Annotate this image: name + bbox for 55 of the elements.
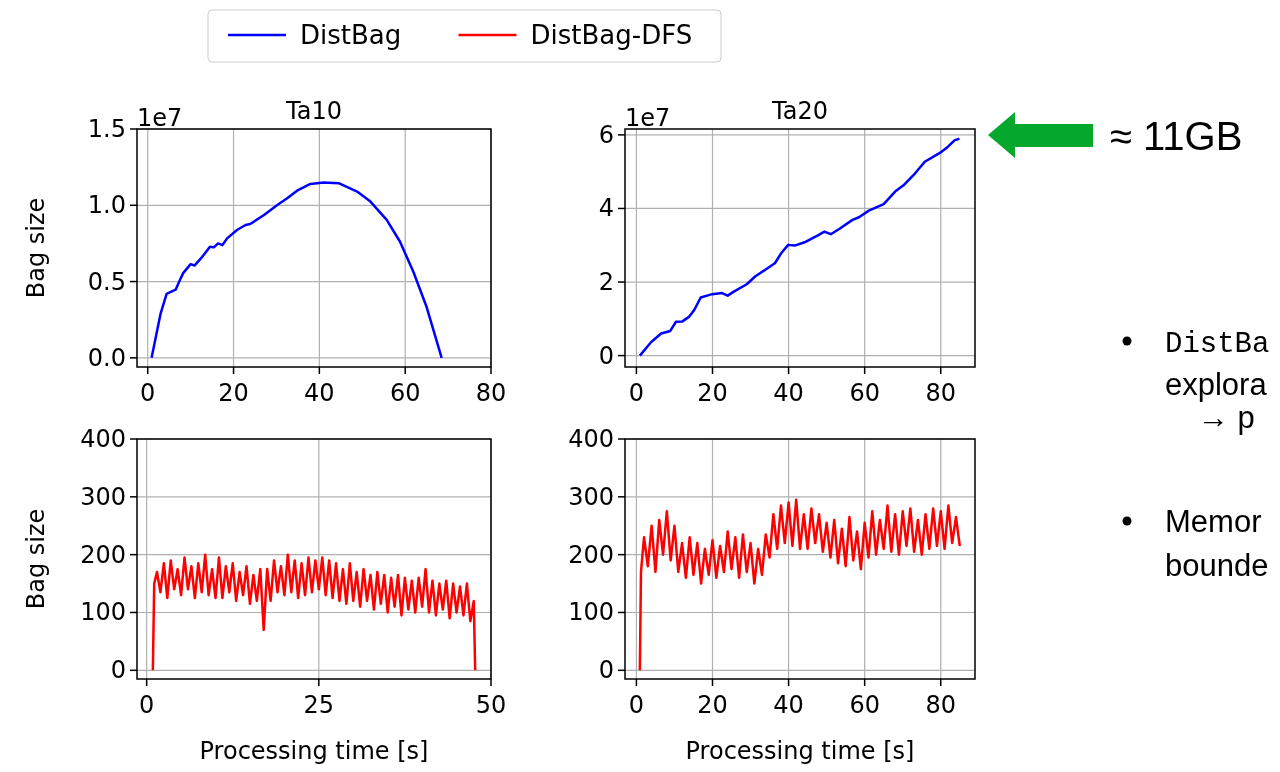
x-axis-title: Processing time [s] [685,737,915,765]
y-tick-label: 6 [598,120,614,149]
x-tick-label: 60 [849,691,880,719]
text: DistBa [1165,328,1270,361]
x-tick-label: 0 [628,691,645,719]
y-tick-label: 1.0 [87,191,126,220]
x-tick-label: 80 [475,379,507,407]
x-tick-label: 80 [925,379,957,407]
annotation: 1e7 [625,104,671,132]
line-series [150,181,443,360]
y-tick-label: 300 [568,482,614,511]
y-tick-label: 100 [568,598,614,627]
y-tick-label: 200 [568,540,614,569]
y-tick-label: 2 [598,268,614,297]
line-series [638,498,962,672]
x-tick-label: 0 [140,379,156,407]
x-tick-label: 40 [773,691,804,719]
y-tick-label: 200 [80,540,126,569]
x-tick-label: 80 [925,691,957,719]
y-tick-label: 0 [110,656,126,685]
chart-title: Ta10 [285,97,342,125]
x-tick-label: 40 [773,379,804,407]
y-tick-label: 0 [598,656,614,685]
text: Memor [1165,504,1262,539]
y-tick-label: 4 [598,194,614,223]
y-tick-label: 400 [568,425,614,453]
y-axis-title: Bag size [22,508,50,610]
line-series [151,553,477,672]
annotation: 1e7 [137,104,183,132]
x-tick-label: 20 [697,691,728,719]
x-tick-label: 40 [304,379,335,407]
y-tick-label: 0.0 [87,343,126,372]
line-series [638,137,961,357]
y-tick-label: 300 [80,482,126,511]
x-tick-label: 25 [303,691,335,719]
x-tick-label: 50 [475,691,507,719]
x-axis-title: Processing time [s] [199,737,429,765]
text: ≈ 11GB [1110,114,1243,158]
y-tick-label: 100 [80,598,126,627]
x-tick-label: 0 [628,379,645,407]
x-tick-label: 20 [697,379,728,407]
y-tick-label: 400 [80,425,126,453]
text: bounde [1165,548,1269,583]
x-tick-label: 60 [389,379,421,407]
legend-label: DistBag [300,20,402,50]
x-tick-label: 20 [218,379,249,407]
x-tick-label: 0 [139,691,155,719]
y-tick-label: 0.5 [87,267,126,296]
text: explora [1165,367,1268,402]
y-tick-label: 0 [598,341,614,370]
x-tick-label: 60 [849,379,880,407]
text: DistBag-DFS [530,20,693,50]
y-axis-title: Bag size [22,197,50,299]
chart-title: Ta20 [771,97,828,125]
y-tick-label: 1.5 [87,115,126,143]
